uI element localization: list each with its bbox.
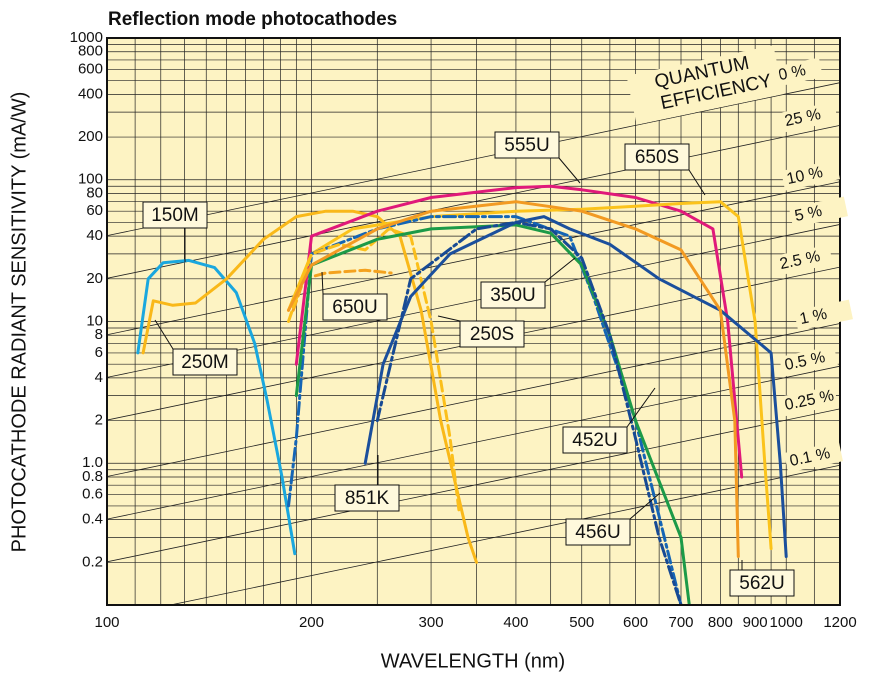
x-tick-label: 600 [623, 614, 648, 631]
x-tick-label: 300 [419, 614, 444, 631]
curves [136, 184, 788, 605]
y-tick-label: 200 [78, 128, 103, 145]
y-tick-label: 8 [95, 326, 103, 343]
x-tick-label: 800 [708, 614, 733, 631]
series-label: 562U [739, 573, 784, 594]
y-tick-label: 2 [95, 412, 103, 429]
leader-line [688, 169, 706, 196]
efficiency-line [168, 464, 840, 605]
y-tick-label: 800 [78, 43, 103, 60]
x-tick-label: 100 [94, 614, 119, 631]
label-box [172, 348, 238, 376]
leader-line [154, 319, 174, 350]
label-box [334, 484, 400, 512]
y-tick-label: 60 [86, 202, 103, 219]
label-box [480, 281, 546, 309]
curve [375, 220, 683, 605]
leader-line [437, 315, 461, 322]
labels: 100 200 300 400 500 600 700 800 900 1000 120010008… [70, 29, 857, 631]
x-tick-label: 400 [503, 614, 528, 631]
curve [294, 223, 691, 605]
label-box [565, 518, 631, 546]
y-axis-label: PHOTOCATHODE RADIANT SENSITIVITY (mA/W) [8, 92, 30, 553]
efficiency-label: 1 % [798, 306, 828, 328]
efficiency-label-bg [781, 159, 840, 191]
label-box [624, 143, 690, 171]
series-label: 250M [181, 352, 229, 373]
leader-line [558, 157, 581, 184]
curve [287, 200, 773, 551]
leader-line [626, 387, 656, 428]
y-tick-label: 0.2 [82, 553, 103, 570]
efficiency-line [107, 124, 840, 279]
y-tick-label: 1000 [70, 29, 103, 46]
series-label: 150M [151, 205, 199, 226]
efficiency-label-bg [779, 101, 838, 133]
series-label: 650S [635, 147, 679, 168]
series-label: 456U [575, 522, 620, 543]
leader-line [544, 257, 576, 283]
y-tick-label: 6 [95, 344, 103, 361]
x-tick-label: 1200 [823, 614, 856, 631]
curve [287, 215, 683, 605]
y-tick-label: 1.0 [82, 454, 103, 471]
label-box [494, 131, 560, 159]
efficiency-line [107, 365, 840, 520]
series-label: 452U [572, 430, 617, 451]
label-box [142, 201, 208, 229]
curve [363, 215, 788, 558]
y-tick-label: 100 [78, 171, 103, 188]
y-tick-label: 0.8 [82, 468, 103, 485]
y-tick-label: 4 [95, 369, 103, 386]
efficiency-label-bg [774, 244, 833, 276]
x-tick-label: 200 [299, 614, 324, 631]
label-box [322, 293, 388, 321]
label-box [459, 320, 525, 348]
y-tick-label: 20 [86, 270, 103, 287]
series-label: 650U [332, 297, 377, 318]
leader-line [321, 271, 324, 295]
x-tick-label: 500 [569, 614, 594, 631]
y-tick-label: 600 [78, 60, 103, 77]
y-tick-label: 0.4 [82, 511, 103, 528]
curve [294, 184, 744, 479]
curve [287, 227, 461, 514]
efficiency-label-bg [784, 441, 843, 473]
efficiency-label-bg [794, 299, 853, 331]
efficiency-label-bg [779, 385, 838, 417]
x-tick-label: 900 [743, 614, 768, 631]
y-tick-label: 80 [86, 184, 103, 201]
efficiency-line [107, 181, 840, 336]
y-tick-label: 40 [86, 227, 103, 244]
efficiency-line [107, 323, 840, 477]
chart-title: Reflection mode photocathodes [108, 9, 397, 30]
x-axis-label: WAVELENGTH (nm) [381, 650, 565, 672]
efficiency-label-bg [789, 196, 848, 228]
x-tick-label: 1000 [770, 614, 803, 631]
series-label: 555U [504, 135, 549, 156]
series-label: 250S [470, 324, 514, 345]
y-tick-label: 0.6 [82, 486, 103, 503]
efficiency-line [107, 82, 840, 237]
curve [287, 200, 740, 558]
label-box [562, 426, 628, 454]
y-tick-label: 10 [86, 312, 103, 329]
leader-line [629, 492, 661, 520]
efficiency-label-bg [779, 345, 838, 377]
efficiency-line [107, 408, 840, 563]
curve [141, 209, 478, 564]
series-label: 851K [345, 488, 390, 509]
label-box [729, 569, 795, 597]
annotation-bg [626, 45, 784, 125]
x-tick-label: 700 [668, 614, 693, 631]
efficiency-label: 5 % [793, 203, 823, 225]
series-label: 350U [490, 285, 535, 306]
y-tick-label: 400 [78, 85, 103, 102]
